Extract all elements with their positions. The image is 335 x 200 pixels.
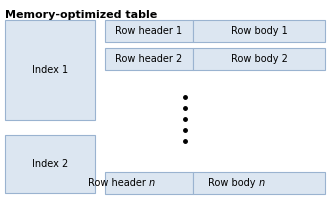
Text: Row header: Row header: [88, 178, 149, 188]
Text: Index 1: Index 1: [32, 65, 68, 75]
Text: Row body 2: Row body 2: [230, 54, 287, 64]
Bar: [5, 20, 95, 120]
Bar: [5, 135, 95, 193]
Bar: [105, 20, 193, 42]
Bar: [193, 20, 325, 42]
Text: Row header 2: Row header 2: [115, 54, 183, 64]
Text: Row header 1: Row header 1: [116, 26, 183, 36]
Text: Memory-optimized table: Memory-optimized table: [5, 10, 157, 20]
Text: Row body 1: Row body 1: [230, 26, 287, 36]
Text: Row body: Row body: [208, 178, 259, 188]
Bar: [193, 48, 325, 70]
Bar: [105, 48, 193, 70]
Text: Index 2: Index 2: [32, 159, 68, 169]
Bar: [193, 172, 325, 194]
Text: n: n: [149, 178, 155, 188]
Text: n: n: [259, 178, 265, 188]
Bar: [105, 172, 193, 194]
